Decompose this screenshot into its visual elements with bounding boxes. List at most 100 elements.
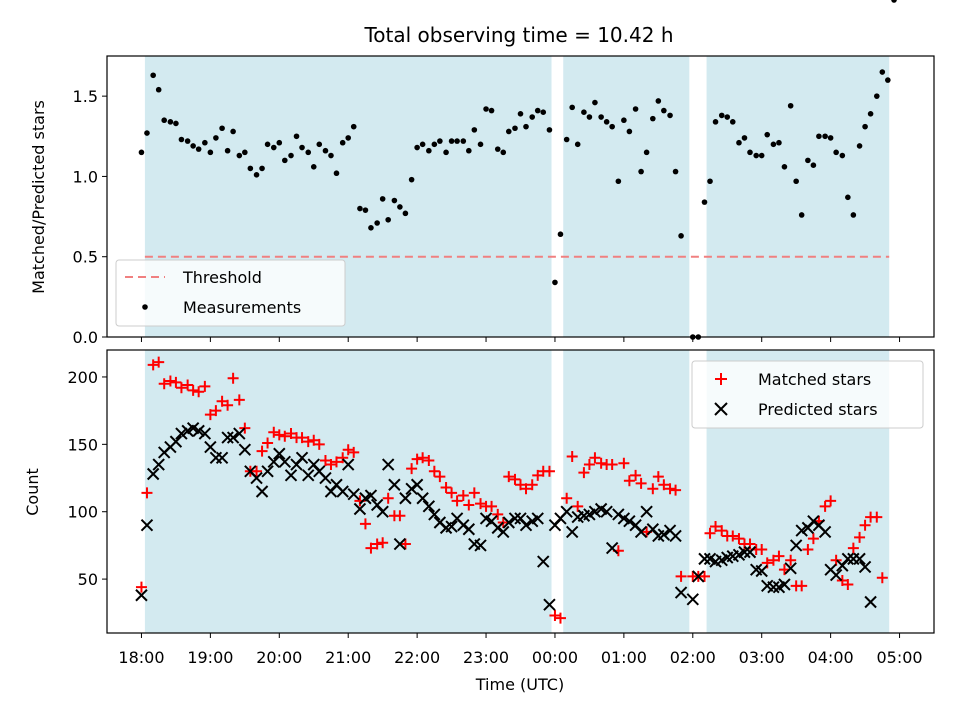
measurement-point — [397, 204, 403, 210]
measurement-point — [891, 0, 897, 3]
matched-star-point — [313, 438, 325, 450]
predicted-star-point — [491, 521, 504, 535]
measurement-point — [207, 149, 214, 156]
matched-star-point — [279, 430, 291, 442]
predicted-star-point — [841, 552, 855, 566]
predicted-star-point — [755, 564, 768, 578]
predicted-star-point — [250, 471, 263, 485]
measurement-point — [190, 143, 196, 149]
predicted-star-point — [135, 589, 148, 602]
measurement-point — [195, 146, 202, 152]
y-tick-label: 50 — [78, 570, 98, 589]
matched-star-point — [532, 469, 544, 481]
matched-star-point — [658, 479, 670, 491]
measurement-point — [546, 127, 553, 133]
predicted-star-point — [853, 552, 866, 566]
measurement-point — [213, 135, 219, 141]
x-tick-label: 01:00 — [601, 648, 647, 667]
measurement-point — [350, 123, 357, 130]
measurement-point — [793, 178, 799, 185]
measurement-point — [850, 212, 857, 218]
predicted-star-point — [767, 580, 780, 594]
predicted-star-point — [457, 518, 470, 532]
matched-star-point — [670, 484, 682, 496]
x-tick-label: 05:00 — [876, 648, 922, 667]
predicted-star-point — [605, 541, 619, 555]
measurement-point — [781, 163, 788, 170]
ratio-legend: Threshold Measurements — [115, 259, 346, 327]
predicted-star-point — [336, 485, 349, 498]
matched-star-point — [578, 467, 590, 479]
count-x-axis-ticks: 18:00 19:00 20:00 21:00 22:00 23:00 00:00 01:00… — [118, 633, 923, 667]
measurement-points — [138, 0, 897, 340]
matched-star-point — [802, 543, 814, 555]
measurement-point — [523, 123, 529, 130]
predicted-star-point — [261, 465, 274, 478]
measurement-point — [747, 149, 753, 156]
matched-star-point — [589, 452, 601, 464]
x-tick-label: 23:00 — [463, 648, 509, 667]
measurement-point — [816, 133, 822, 140]
matched-star-point — [773, 550, 785, 562]
predicted-star-point — [381, 458, 395, 471]
matched-star-point — [503, 471, 515, 483]
measurement-point — [460, 138, 467, 144]
matched-star-point — [859, 519, 871, 531]
predicted-star-point — [692, 570, 705, 583]
measurement-point — [385, 216, 391, 223]
predicted-star-point — [669, 529, 682, 543]
measurement-point — [167, 119, 174, 125]
predicted-star-point — [198, 427, 212, 440]
x-tick-label: 03:00 — [739, 648, 785, 667]
measurement-point — [454, 138, 460, 144]
matched-star-point — [561, 492, 573, 504]
measurement-point — [419, 141, 426, 148]
matched-star-point — [285, 428, 297, 440]
measurement-point — [798, 212, 805, 218]
matched-star-point — [296, 432, 308, 444]
matched-star-point — [509, 473, 521, 485]
measurement-point — [224, 147, 231, 154]
measurement-point — [310, 163, 317, 170]
matched-star-point — [785, 554, 797, 566]
predicted-star-point — [738, 545, 751, 559]
predicted-star-point — [474, 539, 487, 552]
measurement-point — [776, 139, 782, 146]
measurement-point — [391, 197, 398, 204]
measurement-point — [138, 149, 145, 156]
measurement-point — [414, 144, 420, 151]
predicted-star-point — [140, 518, 154, 532]
y-tick-label: 200 — [67, 368, 98, 387]
matched-star-point — [549, 609, 561, 621]
matched-star-point — [583, 459, 595, 471]
measurement-point — [753, 152, 759, 159]
matched-star-point — [830, 554, 842, 566]
predicted-star-point — [612, 508, 625, 521]
count-points — [136, 357, 888, 624]
predicted-star-point — [560, 505, 573, 518]
predicted-star-point — [347, 487, 360, 501]
predicted-star-point — [462, 523, 476, 536]
predicted-star-point — [565, 525, 579, 539]
matched-star-point — [359, 518, 371, 530]
measurement-point — [650, 115, 656, 122]
measurement-point — [242, 149, 248, 156]
matched-star-point — [399, 538, 411, 550]
matched-star-point — [492, 508, 504, 520]
predicted-star-point — [255, 485, 269, 498]
predicted-star-point — [789, 539, 803, 552]
y-tick-label: 0.5 — [73, 248, 98, 267]
predicted-star-point — [204, 440, 217, 454]
matched-star-point — [554, 612, 566, 624]
measurement-point — [322, 147, 329, 154]
measurement-point — [655, 98, 662, 104]
matched-star-point — [854, 531, 866, 543]
count-plot-frame — [106, 349, 935, 634]
predicted-star-point — [233, 427, 246, 440]
measurement-point — [867, 111, 874, 117]
matched-star-point — [572, 500, 584, 512]
matched-star-point — [520, 483, 532, 495]
matched-star-point — [727, 530, 739, 542]
matched-star-point — [446, 487, 458, 499]
matched-star-point — [618, 457, 630, 469]
